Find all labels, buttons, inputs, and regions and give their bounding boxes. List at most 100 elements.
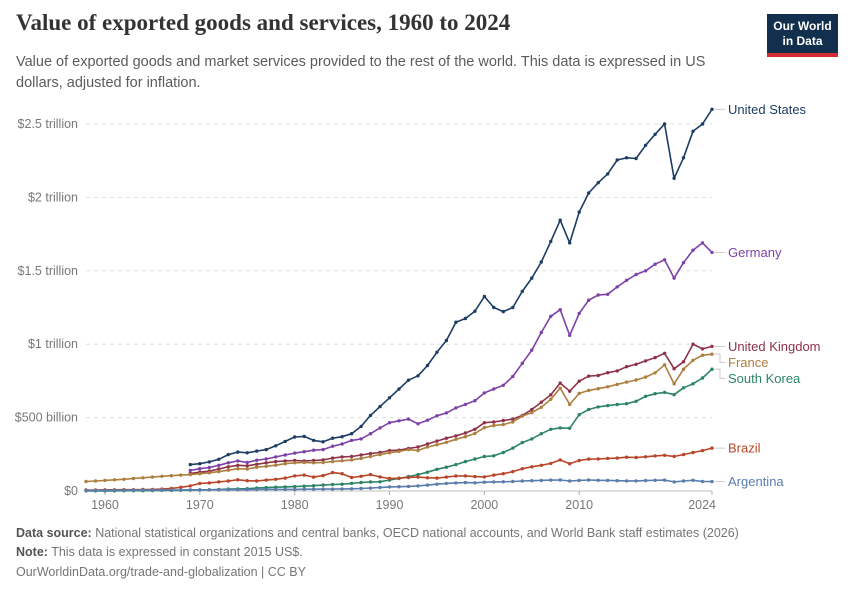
data-point: [615, 158, 619, 162]
data-point: [681, 360, 686, 364]
series-line-germany[interactable]: [188, 241, 714, 473]
series-line-united-kingdom[interactable]: [188, 342, 714, 476]
data-point: [672, 382, 676, 386]
data-point: [577, 379, 581, 383]
data-point: [330, 470, 335, 475]
data-point: [710, 352, 714, 356]
data-point: [425, 442, 430, 446]
data-point: [188, 462, 192, 467]
data-point: [207, 471, 211, 475]
series-label-south-korea[interactable]: South Korea: [728, 371, 801, 386]
data-point: [406, 475, 411, 480]
data-point: [558, 386, 562, 390]
data-point: [198, 472, 202, 476]
data-point: [624, 479, 629, 483]
data-point: [520, 440, 524, 445]
data-point: [691, 358, 695, 362]
data-point: [624, 156, 629, 160]
data-point: [311, 484, 316, 488]
series-label-germany[interactable]: Germany: [728, 245, 782, 260]
data-point: [511, 469, 515, 474]
y-axis-tick-label: $1.5 trillion: [18, 264, 78, 278]
data-point: [691, 342, 695, 346]
data-point: [293, 451, 297, 455]
data-point: [710, 250, 714, 255]
data-point: [530, 410, 534, 415]
owid-logo[interactable]: Our World in Data: [767, 14, 838, 57]
data-point: [596, 405, 600, 409]
page-title: Value of exported goods and services, 19…: [16, 10, 511, 35]
data-point: [549, 461, 553, 466]
data-point: [349, 454, 354, 459]
data-point: [691, 478, 695, 482]
data-point: [643, 375, 648, 379]
data-point: [691, 129, 695, 133]
data-point: [311, 487, 316, 491]
data-point: [198, 481, 202, 486]
data-point: [207, 465, 211, 470]
data-point: [606, 385, 610, 389]
data-point: [160, 474, 164, 478]
data-point: [549, 397, 553, 401]
data-point: [226, 465, 230, 469]
data-point: [549, 314, 553, 318]
data-point: [378, 475, 382, 479]
data-point: [198, 462, 202, 466]
data-point: [311, 438, 316, 443]
data-point: [463, 480, 468, 485]
data-point: [672, 393, 676, 397]
data-point: [274, 459, 278, 464]
data-point: [444, 475, 449, 479]
data-point: [492, 480, 496, 484]
data-point: [188, 468, 192, 473]
data-point: [615, 456, 619, 460]
data-point: [530, 479, 534, 483]
data-point: [188, 484, 192, 488]
data-point: [387, 451, 392, 455]
data-point: [283, 439, 287, 444]
data-point: [681, 452, 686, 457]
data-point: [643, 359, 648, 363]
data-point: [236, 463, 240, 467]
data-point: [596, 457, 600, 461]
data-point: [520, 479, 524, 483]
data-point: [568, 479, 572, 483]
data-point: [463, 474, 468, 478]
data-point: [226, 468, 230, 472]
data-point: [236, 488, 240, 492]
data-point: [255, 458, 259, 462]
data-point: [606, 371, 610, 375]
data-point: [681, 386, 686, 390]
data-point: [511, 479, 515, 484]
data-point: [311, 448, 316, 452]
data-point: [558, 218, 562, 222]
data-point: [255, 465, 259, 469]
data-point: [558, 308, 562, 312]
series-line-france[interactable]: [84, 352, 714, 484]
data-point: [387, 396, 392, 400]
series-label-united-kingdom[interactable]: United Kingdom: [728, 339, 821, 354]
data-point: [606, 403, 610, 408]
series-line-brazil[interactable]: [84, 446, 714, 492]
series-line-south-korea[interactable]: [84, 367, 714, 493]
data-point: [539, 405, 543, 409]
series-label-united-states[interactable]: United States: [728, 102, 807, 117]
footer-url[interactable]: OurWorldinData.org/trade-and-globalizati…: [16, 564, 306, 579]
data-point: [634, 479, 638, 483]
data-point: [330, 444, 335, 448]
data-point: [463, 402, 468, 407]
data-point: [539, 330, 543, 335]
data-point: [435, 414, 439, 418]
data-point: [340, 435, 344, 439]
series-line-argentina[interactable]: [84, 478, 714, 493]
series-label-argentina[interactable]: Argentina: [728, 474, 784, 489]
series-label-france[interactable]: France: [728, 355, 768, 370]
data-point: [425, 476, 430, 480]
data-point: [624, 402, 629, 406]
series-line-united-states[interactable]: [188, 107, 714, 467]
series-label-brazil[interactable]: Brazil: [728, 441, 761, 456]
data-point: [492, 473, 496, 477]
data-point: [179, 488, 183, 492]
data-point: [539, 478, 543, 483]
data-point: [217, 457, 221, 461]
